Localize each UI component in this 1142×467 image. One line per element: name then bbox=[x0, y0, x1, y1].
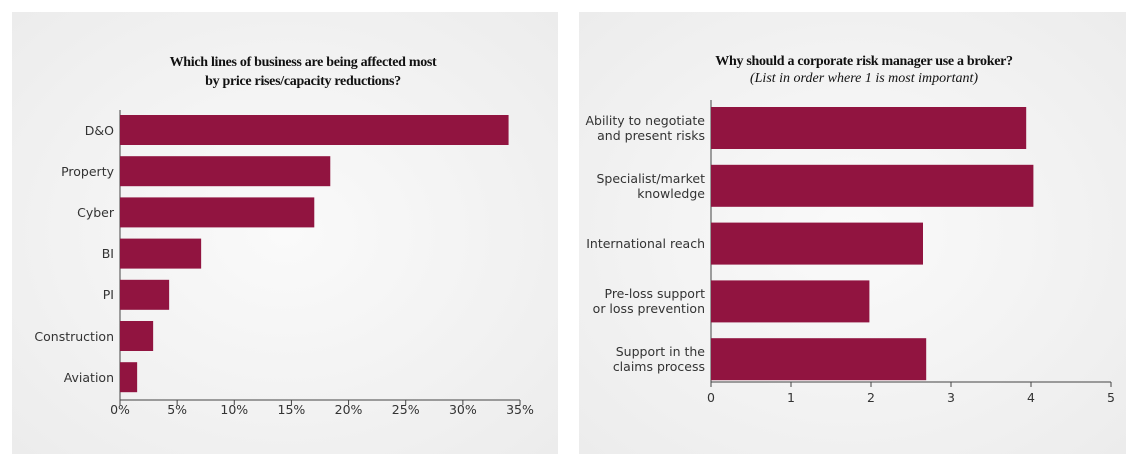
bar bbox=[120, 197, 315, 228]
x-tick-label: 0 bbox=[707, 390, 715, 405]
panel bbox=[12, 12, 558, 454]
x-tick-label: 3 bbox=[947, 390, 955, 405]
bar bbox=[711, 164, 1034, 207]
bar bbox=[120, 156, 331, 187]
x-tick-label: 2 bbox=[867, 390, 875, 405]
y-tick-label: Ability to negotiate and present risks bbox=[585, 113, 705, 143]
x-tick-label: 30% bbox=[448, 402, 477, 417]
x-tick-label: 20% bbox=[334, 402, 363, 417]
y-tick-label: Support in the claims process bbox=[612, 344, 705, 375]
x-tick-label: 25% bbox=[391, 402, 420, 417]
chart-title: Which lines of business are being affect… bbox=[169, 55, 437, 89]
y-tick-label: Pre-loss support or loss prevention bbox=[592, 286, 705, 317]
bar bbox=[120, 238, 202, 269]
chart-title: Why should a corporate risk manager use … bbox=[715, 54, 1013, 69]
bar bbox=[711, 107, 1027, 149]
y-tick-label: Construction bbox=[34, 328, 114, 344]
y-tick-label: D&O bbox=[84, 122, 114, 138]
x-tick-label: 1 bbox=[787, 390, 795, 405]
bar bbox=[120, 321, 154, 351]
y-tick-label: Aviation bbox=[63, 369, 114, 385]
y-tick-label: International reach bbox=[586, 236, 705, 252]
y-tick-label: Property bbox=[61, 163, 114, 179]
bar bbox=[120, 362, 138, 393]
x-tick-label: 5 bbox=[1107, 390, 1115, 405]
y-tick-label: Cyber bbox=[77, 204, 114, 220]
y-tick-label: BI bbox=[101, 246, 114, 262]
bar bbox=[120, 279, 170, 310]
x-tick-label: 35% bbox=[506, 402, 534, 417]
x-tick-label: 0% bbox=[110, 402, 130, 417]
bar bbox=[711, 338, 927, 381]
x-tick-label: 5% bbox=[167, 402, 188, 417]
chart-subtitle: (List in order where 1 is most important… bbox=[749, 71, 979, 86]
x-tick-label: 15% bbox=[277, 402, 306, 417]
bar bbox=[711, 280, 870, 323]
bar bbox=[120, 115, 509, 145]
x-tick-label: 10% bbox=[220, 402, 249, 417]
y-tick-label: PI bbox=[102, 287, 114, 303]
bar bbox=[711, 222, 923, 265]
y-tick-label: Specialist/market knowledge bbox=[596, 170, 706, 201]
x-tick-label: 4 bbox=[1027, 390, 1035, 405]
